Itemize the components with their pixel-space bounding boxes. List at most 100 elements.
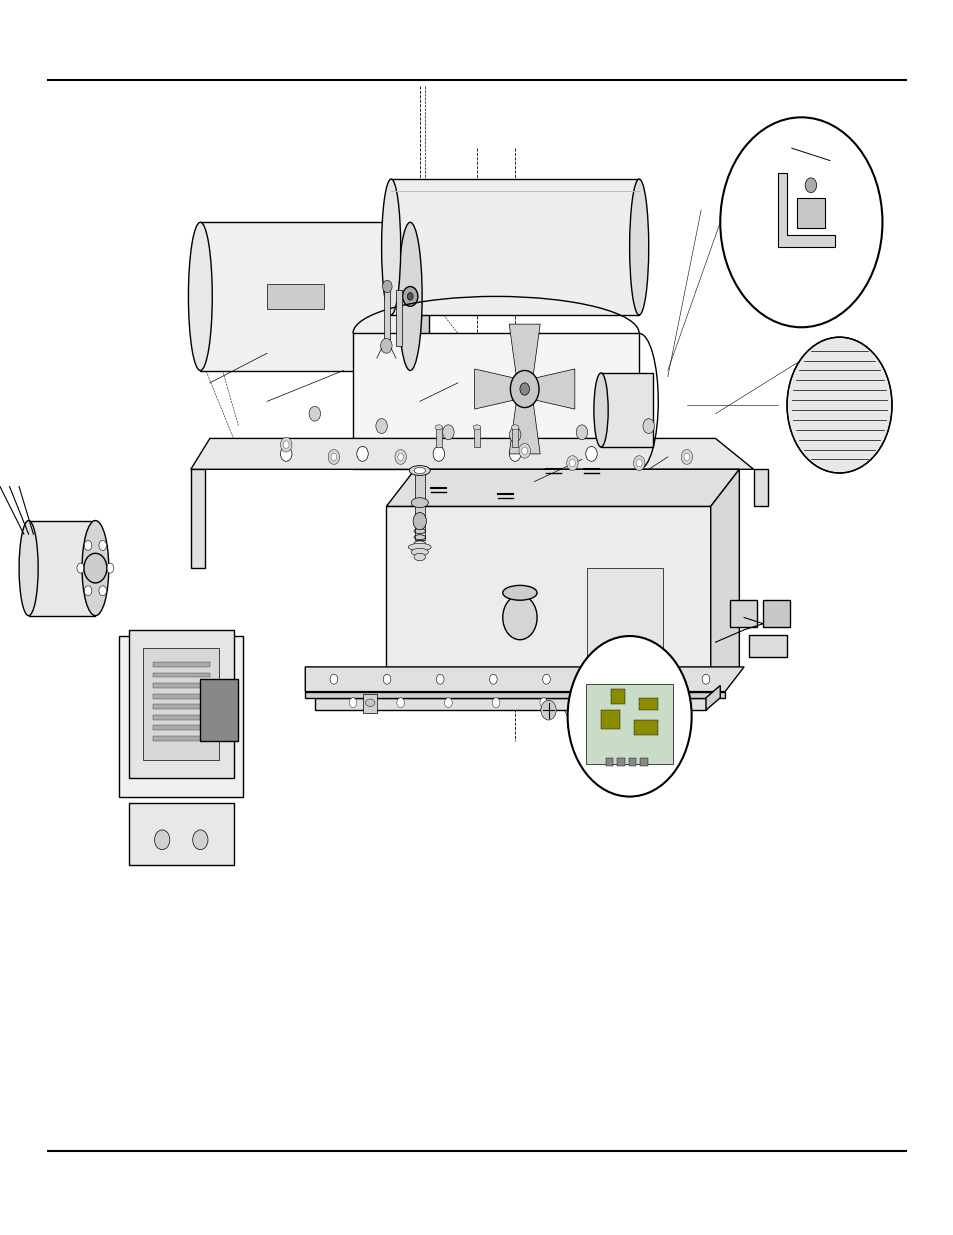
Ellipse shape xyxy=(189,222,213,370)
Bar xyxy=(585,684,672,764)
Circle shape xyxy=(540,700,556,720)
Bar xyxy=(152,662,210,667)
Circle shape xyxy=(442,425,454,440)
Ellipse shape xyxy=(502,585,537,600)
Circle shape xyxy=(331,453,336,461)
Bar xyxy=(152,725,210,730)
Circle shape xyxy=(635,698,642,708)
Circle shape xyxy=(99,541,107,551)
Bar xyxy=(29,521,95,615)
Circle shape xyxy=(349,698,356,708)
Circle shape xyxy=(680,450,692,464)
Circle shape xyxy=(309,406,320,421)
Bar xyxy=(200,222,410,370)
Polygon shape xyxy=(777,173,834,247)
Bar xyxy=(405,210,429,383)
Bar xyxy=(512,427,517,447)
Circle shape xyxy=(509,427,520,442)
Polygon shape xyxy=(314,698,705,710)
Ellipse shape xyxy=(82,521,109,615)
Bar xyxy=(415,466,424,540)
Circle shape xyxy=(585,447,597,462)
Bar xyxy=(748,635,786,657)
Bar xyxy=(391,179,639,315)
Circle shape xyxy=(633,456,644,471)
Circle shape xyxy=(283,441,289,448)
Bar xyxy=(729,600,756,627)
Circle shape xyxy=(492,698,499,708)
Circle shape xyxy=(328,450,339,464)
Bar xyxy=(200,679,238,741)
Ellipse shape xyxy=(411,498,428,508)
Ellipse shape xyxy=(381,179,400,315)
Bar xyxy=(267,284,324,309)
Bar xyxy=(395,290,401,346)
Polygon shape xyxy=(705,685,720,710)
Circle shape xyxy=(99,585,107,595)
Bar xyxy=(152,683,210,688)
Circle shape xyxy=(416,495,423,505)
Ellipse shape xyxy=(593,373,608,447)
Circle shape xyxy=(510,370,538,408)
Circle shape xyxy=(444,698,452,708)
Circle shape xyxy=(720,117,882,327)
Bar xyxy=(605,758,613,766)
Circle shape xyxy=(502,595,537,640)
Circle shape xyxy=(587,698,595,708)
Bar xyxy=(639,698,658,710)
Bar xyxy=(129,803,233,864)
Ellipse shape xyxy=(19,521,38,615)
Ellipse shape xyxy=(411,548,428,556)
Circle shape xyxy=(542,674,550,684)
Ellipse shape xyxy=(473,425,480,430)
Circle shape xyxy=(566,456,578,471)
Circle shape xyxy=(280,437,292,452)
Circle shape xyxy=(382,280,392,293)
Bar xyxy=(634,720,658,735)
Circle shape xyxy=(106,563,113,573)
Circle shape xyxy=(636,459,641,467)
Bar xyxy=(753,469,767,506)
Circle shape xyxy=(416,545,423,555)
Polygon shape xyxy=(509,393,539,454)
Bar xyxy=(384,290,390,346)
Circle shape xyxy=(407,293,413,300)
Circle shape xyxy=(154,830,170,850)
Circle shape xyxy=(539,698,547,708)
Circle shape xyxy=(84,585,91,595)
Circle shape xyxy=(569,459,575,467)
Polygon shape xyxy=(191,438,753,469)
Circle shape xyxy=(701,674,709,684)
Ellipse shape xyxy=(414,553,425,561)
Circle shape xyxy=(648,674,656,684)
Circle shape xyxy=(804,178,816,193)
Bar xyxy=(639,758,647,766)
Circle shape xyxy=(509,447,520,462)
Circle shape xyxy=(433,447,444,462)
Circle shape xyxy=(375,419,387,433)
Bar xyxy=(436,427,441,447)
Circle shape xyxy=(489,674,497,684)
Bar xyxy=(474,427,479,447)
Ellipse shape xyxy=(435,425,442,430)
Circle shape xyxy=(642,419,654,433)
Bar xyxy=(362,694,376,713)
Bar xyxy=(152,704,210,709)
Ellipse shape xyxy=(629,179,648,315)
Circle shape xyxy=(436,674,443,684)
Bar xyxy=(152,694,210,699)
Circle shape xyxy=(380,338,392,353)
Circle shape xyxy=(576,425,587,440)
Bar xyxy=(762,600,789,627)
Circle shape xyxy=(84,541,91,551)
Bar xyxy=(617,758,624,766)
Bar xyxy=(119,636,243,797)
Bar xyxy=(152,715,210,720)
Bar xyxy=(152,673,210,678)
Polygon shape xyxy=(353,333,639,469)
Ellipse shape xyxy=(398,222,421,370)
Circle shape xyxy=(683,453,689,461)
Circle shape xyxy=(519,383,529,395)
Bar xyxy=(600,373,653,447)
Circle shape xyxy=(193,830,208,850)
